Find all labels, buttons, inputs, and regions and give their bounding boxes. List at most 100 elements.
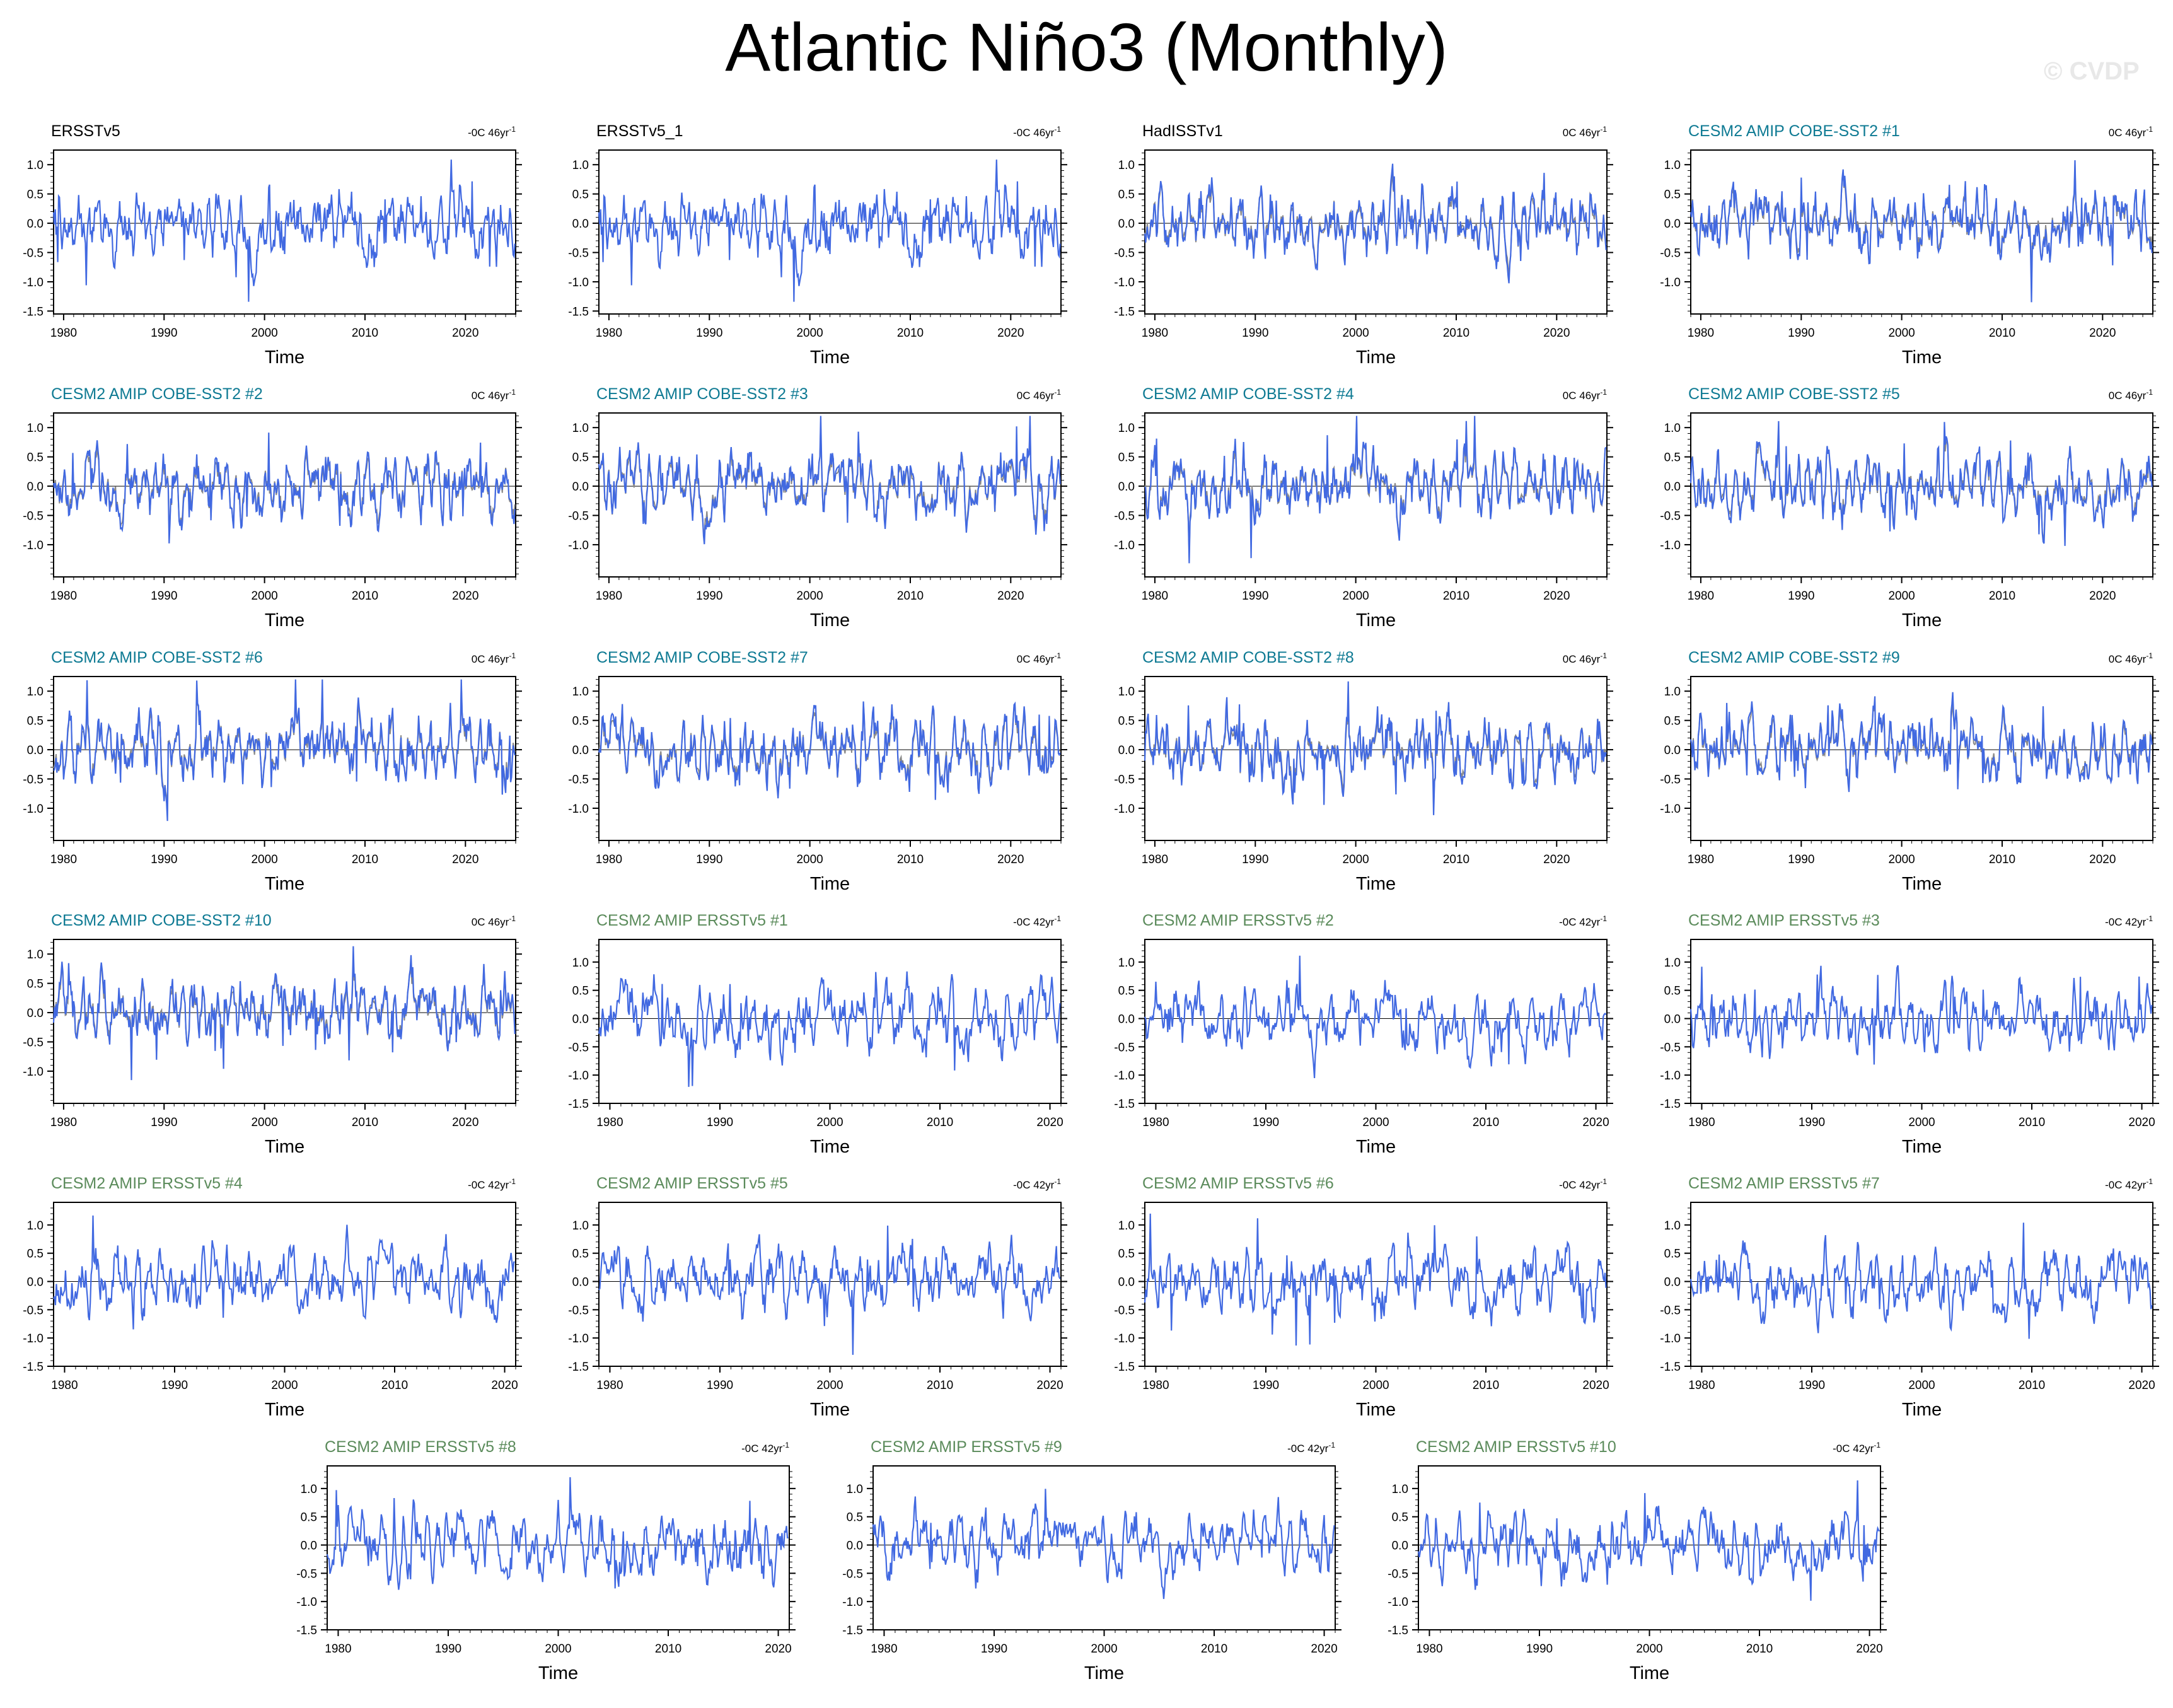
- plot-frame: [1144, 939, 1608, 1104]
- series-line: [52, 160, 516, 302]
- y-tick-label: 0.0: [572, 1013, 589, 1026]
- x-tick-label: 2020: [1856, 1642, 1882, 1656]
- trend-label: 0C 46yr-1: [1017, 651, 1062, 665]
- x-tick-label: 1990: [696, 327, 722, 340]
- x-tick-label: 2000: [1636, 1642, 1662, 1656]
- x-tick-label: 2010: [1989, 590, 2015, 603]
- y-tick-label: 0.0: [1118, 1276, 1135, 1289]
- x-tick-label: 2000: [1342, 590, 1369, 603]
- plot-frame: [53, 412, 516, 578]
- panel-title: CESM2 AMIP ERSSTv5 #10: [1416, 1438, 1616, 1456]
- y-tick-label: -1.0: [23, 276, 43, 289]
- x-tick-label: 2000: [251, 1116, 277, 1129]
- trend-label: -0C 42yr-1: [1559, 914, 1607, 928]
- x-tick-label: 2000: [1908, 1379, 1935, 1392]
- series-line: [598, 701, 1061, 800]
- series-line: [52, 433, 516, 543]
- x-axis-label: Time: [810, 1400, 850, 1420]
- y-tick-label: -0.5: [1114, 247, 1135, 260]
- x-tick-label: 2010: [1473, 1379, 1499, 1392]
- y-tick-label: 0.5: [1664, 715, 1681, 728]
- y-tick-label: -0.5: [568, 1304, 589, 1317]
- y-tick-label: 1.0: [1392, 1483, 1408, 1496]
- y-tick-label: 0.5: [1392, 1511, 1408, 1525]
- chart-panel: CESM2 AMIP ERSSTv5 #4 -0C 42yr-1 1.0 0.5 0.0…: [23, 1175, 522, 1420]
- chart-panel: ERSSTv5_1 -0C 46yr-1 1.0 0.5 0.0 -0.5 -1.0 -1.5…: [568, 122, 1067, 368]
- y-tick-label: 1.0: [27, 685, 43, 699]
- y-tick-label: -1.0: [23, 803, 43, 816]
- trend-label: -0C 46yr-1: [468, 125, 516, 139]
- y-tick-label: -1.0: [842, 1596, 863, 1609]
- chart-panel: ERSSTv5 -0C 46yr-1 1.0 0.5 0.0 -0.5 -1.0 -1.5 19…: [23, 122, 522, 368]
- y-tick-label: -1.5: [23, 305, 43, 318]
- chart-panel: CESM2 AMIP COBE-SST2 #10 0C 46yr-1 1.0 0.5 0…: [23, 912, 522, 1157]
- x-tick-label: 2010: [1473, 1116, 1499, 1129]
- x-tick-label: 2020: [2128, 1116, 2155, 1129]
- x-axis-label: Time: [1084, 1663, 1124, 1683]
- y-tick-label: 0.0: [572, 744, 589, 757]
- x-axis-label: Time: [1902, 1400, 1942, 1420]
- y-tick-label: 0.0: [847, 1540, 863, 1553]
- x-tick-label: 1990: [1242, 590, 1268, 603]
- x-tick-label: 1990: [707, 1379, 733, 1392]
- panel-title: CESM2 AMIP ERSSTv5 #5: [596, 1175, 788, 1192]
- y-tick-label: 1.0: [572, 956, 589, 970]
- x-tick-label: 2000: [545, 1642, 571, 1656]
- x-tick-label: 1990: [1242, 327, 1268, 340]
- x-tick-label: 1980: [1142, 853, 1168, 866]
- series-line: [1689, 692, 2153, 793]
- panel-title: HadISSTv1: [1142, 122, 1223, 140]
- x-axis-label: Time: [1356, 610, 1396, 630]
- x-tick-label: 1980: [50, 1116, 77, 1129]
- x-tick-label: 2020: [997, 327, 1024, 340]
- y-tick-label: -0.5: [23, 247, 43, 260]
- y-tick-label: -1.0: [568, 276, 589, 289]
- y-tick-label: -0.5: [296, 1567, 317, 1581]
- x-tick-label: 2010: [1989, 853, 2015, 866]
- panel-title: CESM2 AMIP ERSSTv5 #2: [1142, 912, 1334, 929]
- y-tick-label: -1.0: [1114, 1332, 1135, 1345]
- y-tick-label: -1.5: [296, 1624, 317, 1637]
- panel-title: ERSSTv5: [51, 122, 120, 140]
- y-tick-label: -1.0: [296, 1596, 317, 1609]
- trend-label: 0C 46yr-1: [2109, 125, 2153, 139]
- y-tick-label: 0.5: [1664, 1248, 1681, 1261]
- x-tick-label: 1990: [1799, 1116, 1825, 1129]
- y-tick-label: -1.0: [23, 1066, 43, 1079]
- chart-panel: CESM2 AMIP ERSSTv5 #7 -0C 42yr-1 1.0 0.5 0.0…: [1660, 1175, 2159, 1420]
- page-title: Atlantic Niño3 (Monthly): [725, 9, 1448, 85]
- x-tick-label: 2020: [452, 327, 478, 340]
- panel-title: CESM2 AMIP COBE-SST2 #8: [1142, 649, 1354, 666]
- y-tick-label: 0.5: [1118, 1248, 1135, 1261]
- y-tick-label: -0.5: [23, 1037, 43, 1050]
- y-tick-label: 0.5: [1664, 189, 1681, 202]
- x-tick-label: 2000: [1888, 327, 1915, 340]
- x-tick-label: 2010: [352, 853, 378, 866]
- y-tick-label: -1.0: [23, 539, 43, 552]
- plot-frame: [1144, 1202, 1608, 1367]
- trend-label: -0C 42yr-1: [1559, 1177, 1607, 1191]
- series-line: [1144, 163, 1607, 284]
- trend-label: -0C 42yr-1: [2105, 1177, 2153, 1191]
- x-tick-label: 1980: [1688, 853, 1714, 866]
- x-tick-label: 2010: [1989, 327, 2015, 340]
- chart-panel: CESM2 AMIP ERSSTv5 #8 -0C 42yr-1 1.0 0.5 0.0…: [296, 1438, 796, 1683]
- x-tick-label: 2010: [2019, 1379, 2045, 1392]
- y-tick-label: 0.5: [572, 715, 589, 728]
- y-tick-label: -1.5: [1388, 1624, 1408, 1637]
- y-tick-label: 1.0: [572, 1219, 589, 1233]
- x-tick-label: 1980: [596, 1379, 623, 1392]
- y-tick-label: 0.0: [27, 218, 43, 231]
- series-line: [1689, 1223, 2153, 1339]
- trend-label: 0C 46yr-1: [472, 914, 516, 928]
- x-tick-label: 2010: [2019, 1116, 2045, 1129]
- trend-label: -0C 42yr-1: [1013, 1177, 1061, 1191]
- y-tick-label: 1.0: [1664, 685, 1681, 699]
- x-tick-label: 2000: [251, 853, 277, 866]
- x-tick-label: 2020: [997, 853, 1024, 866]
- trend-label: -0C 42yr-1: [741, 1441, 789, 1455]
- trend-label: 0C 46yr-1: [472, 651, 516, 665]
- trend-label: 0C 46yr-1: [2109, 388, 2153, 402]
- y-tick-label: 1.0: [1664, 956, 1681, 970]
- x-tick-label: 2000: [271, 1379, 298, 1392]
